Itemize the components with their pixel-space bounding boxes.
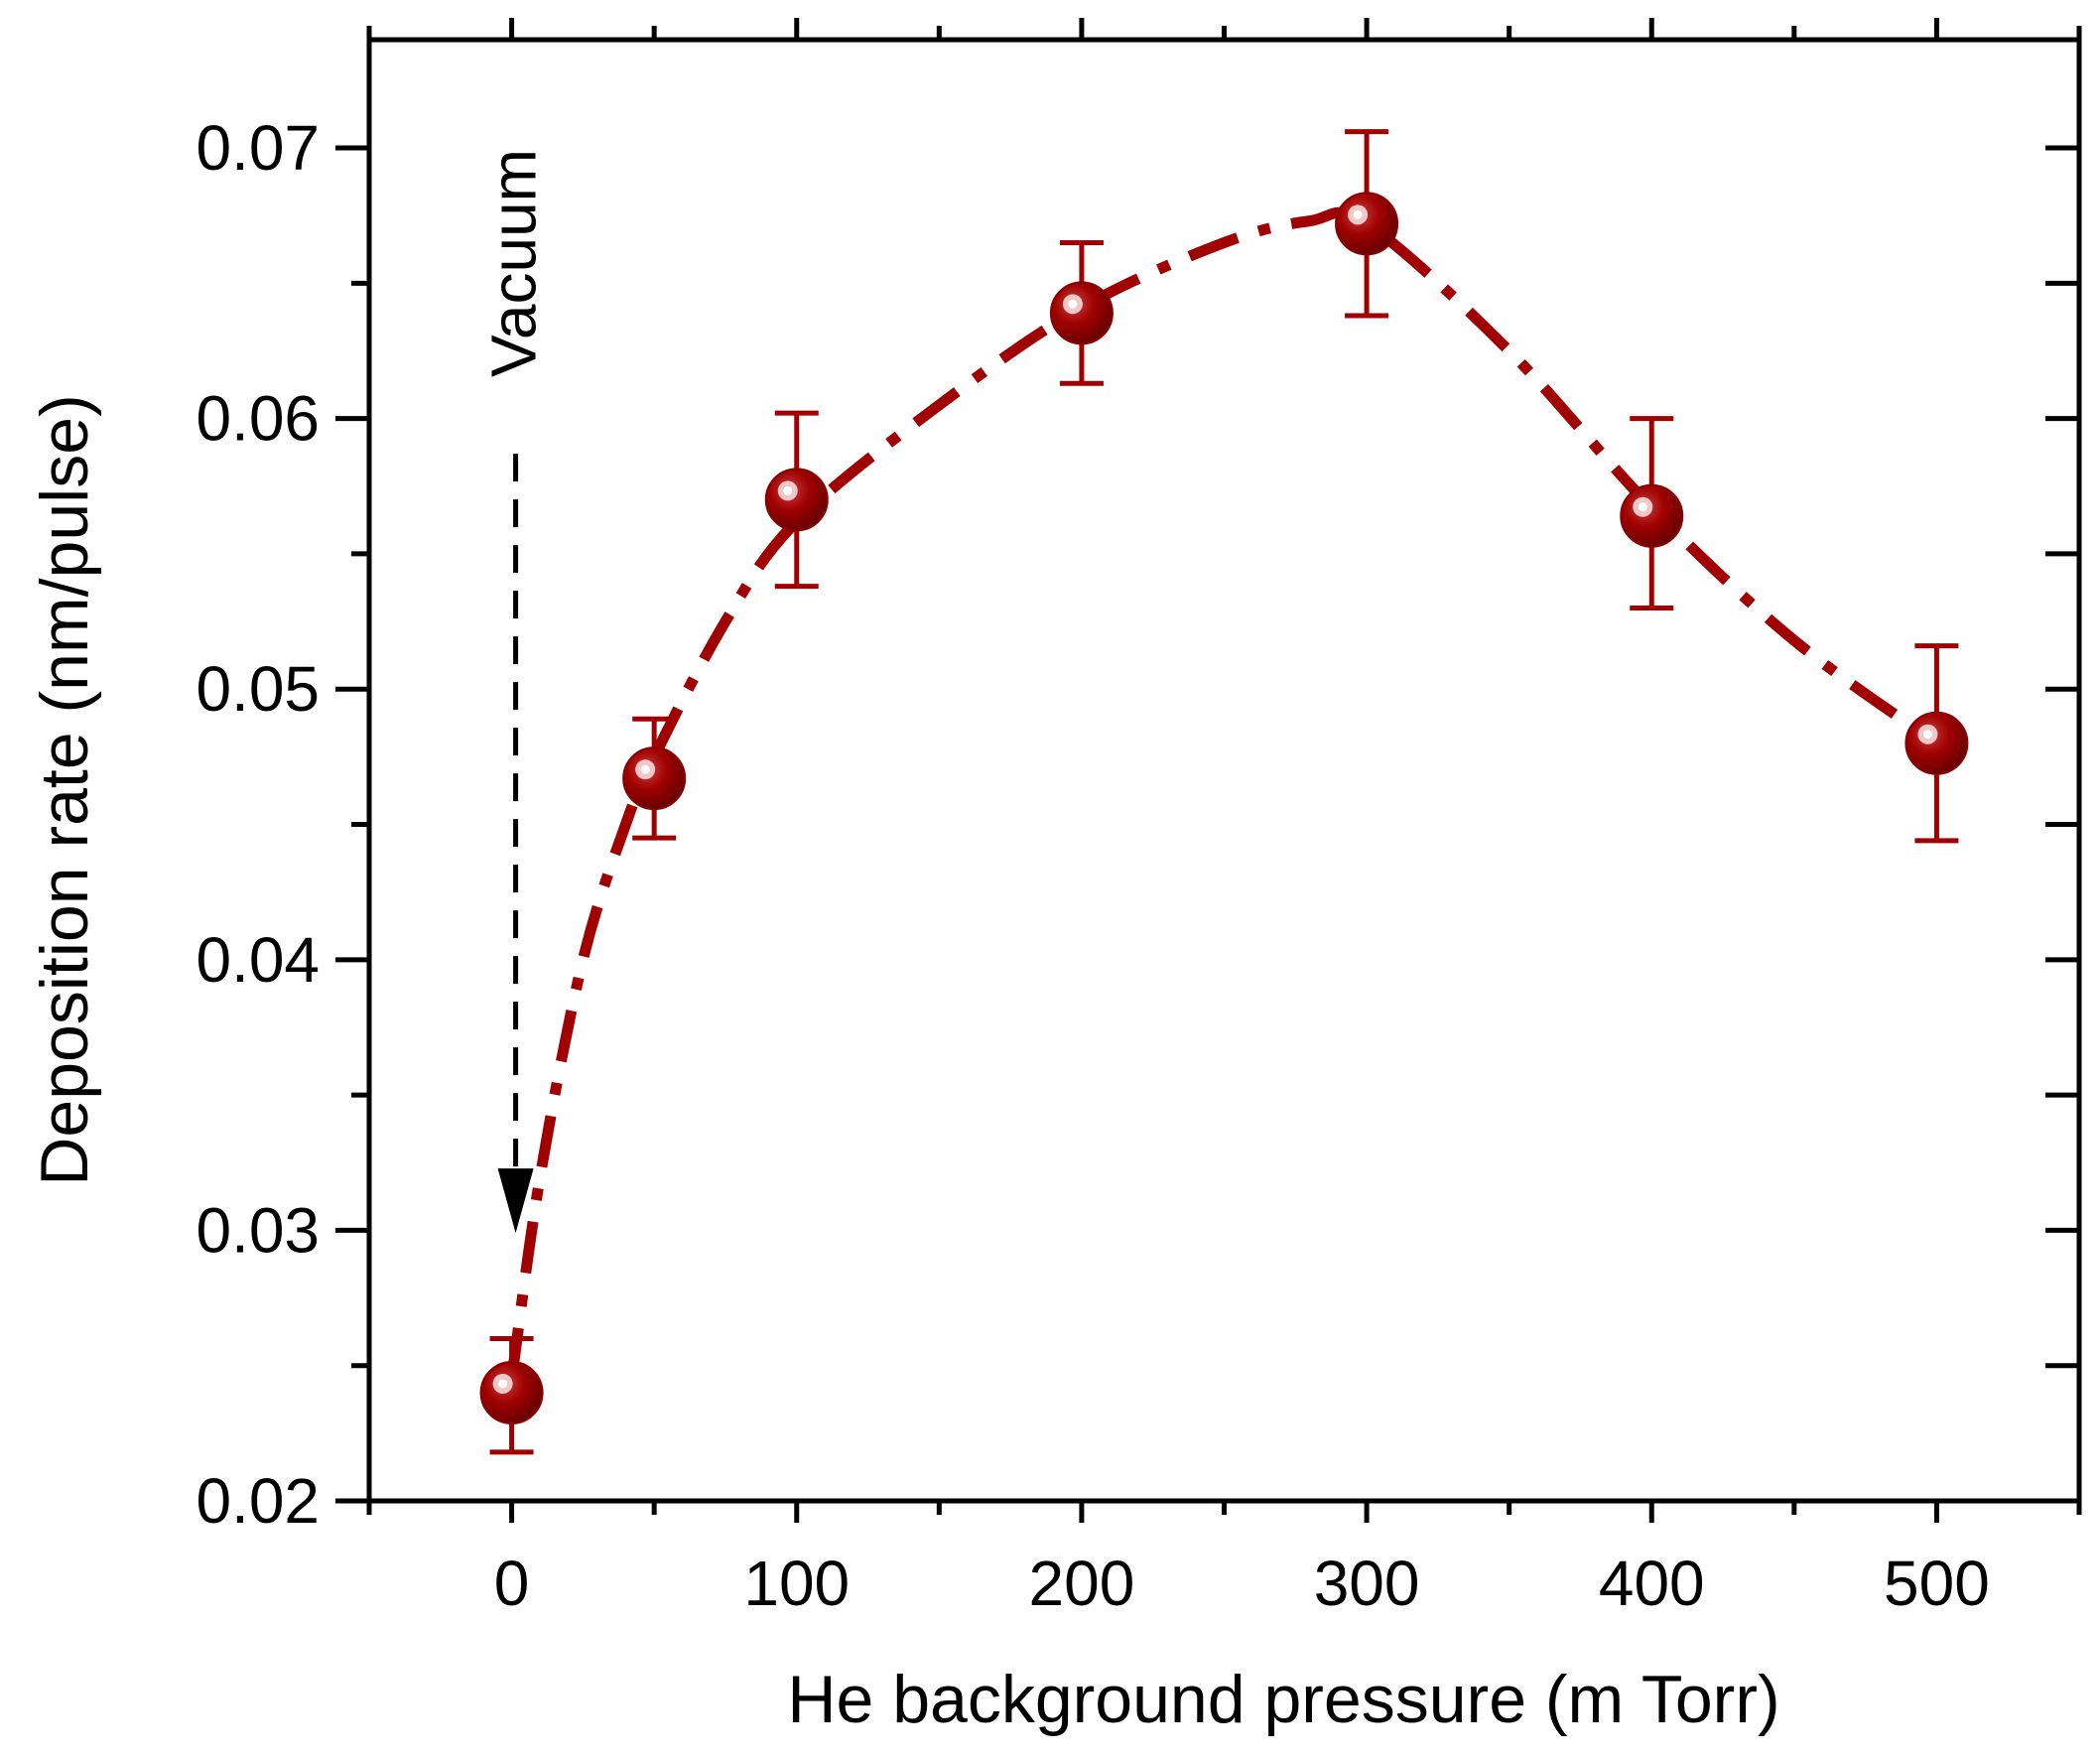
data-point-marker [1904, 711, 1969, 775]
data-point-highlight-core [1353, 209, 1363, 219]
vacuum-annotation: Vacuum [478, 149, 550, 1234]
x-tick-label: 300 [1314, 1548, 1420, 1619]
y-tick-label: 0.06 [196, 383, 320, 455]
x-axis-ticks [366, 18, 2082, 1523]
y-tick-label: 0.02 [196, 1465, 320, 1537]
x-tick-label: 400 [1599, 1548, 1705, 1619]
x-tick-label: 0 [494, 1548, 530, 1619]
y-axis-ticks [335, 145, 2079, 1504]
x-tick-label: 500 [1884, 1548, 1990, 1619]
vacuum-arrow-head [497, 1168, 534, 1234]
data-point-highlight-core [1068, 299, 1078, 309]
x-tick-label: 200 [1029, 1548, 1135, 1619]
vacuum-label: Vacuum [478, 149, 550, 377]
trend-line-group [506, 206, 1940, 1381]
y-tick-label: 0.07 [196, 112, 320, 184]
data-point-highlight-core [498, 1379, 508, 1389]
y-axis-tick-labels: 0.02 0.03 0.04 0.05 0.06 0.07 [196, 112, 320, 1537]
data-point-marker [1049, 281, 1114, 345]
y-tick-label: 0.03 [196, 1194, 320, 1266]
x-tick-label: 100 [743, 1548, 850, 1619]
data-point-marker [1335, 192, 1399, 256]
data-point-highlight-core [1638, 502, 1647, 512]
data-point-highlight-core [640, 764, 650, 774]
y-tick-label: 0.04 [196, 924, 320, 996]
x-axis-tick-labels: 0 100 200 300 400 500 [494, 1548, 1990, 1619]
error-bars-group [489, 129, 1959, 1455]
y-tick-label: 0.05 [196, 653, 320, 725]
data-point-marker [479, 1360, 544, 1424]
data-point-highlight-core [1922, 730, 1932, 740]
data-point-highlight-core [783, 485, 793, 495]
trend-line [506, 206, 1940, 1381]
data-point-marker [764, 468, 829, 532]
x-axis-title: He background pressure (m Torr) [787, 1662, 1779, 1737]
data-point-marker [622, 746, 687, 811]
data-point-marker [1620, 483, 1684, 548]
y-axis-title: Deposition rate (nm/pulse) [27, 394, 102, 1185]
data-points-group [479, 192, 1969, 1424]
